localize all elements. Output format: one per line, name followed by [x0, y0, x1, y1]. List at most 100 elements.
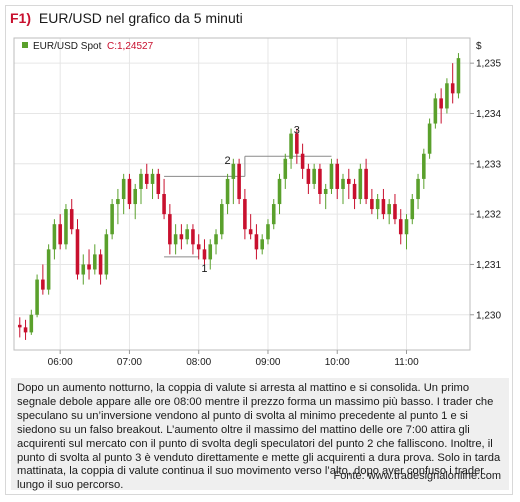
candle-body	[98, 254, 103, 275]
candle-body	[237, 163, 241, 200]
candle	[277, 173, 282, 215]
candle	[283, 153, 288, 189]
candle	[295, 128, 299, 164]
candle-body	[295, 133, 299, 154]
candle	[323, 183, 328, 210]
candle	[156, 168, 161, 200]
candle-body	[93, 254, 97, 270]
candle-body	[266, 224, 270, 240]
y-tick-label: 1,230	[476, 310, 501, 321]
candle	[81, 254, 86, 285]
point-label-1: 1	[201, 263, 207, 275]
source-credit: Fonte: www.tradesignalonline.com	[333, 470, 501, 483]
candle	[144, 163, 149, 189]
candle	[173, 224, 178, 255]
candle-body	[393, 204, 397, 220]
candle-body	[185, 229, 189, 240]
candle-body	[202, 249, 207, 260]
candle-body	[150, 173, 155, 184]
candle-body	[260, 239, 264, 250]
candle-body	[139, 173, 143, 189]
candle-body	[231, 163, 236, 179]
candle	[306, 163, 311, 194]
candle-body	[329, 163, 334, 189]
candle	[352, 178, 357, 210]
x-tick-label: 10:00	[325, 357, 350, 368]
candle-body	[277, 178, 282, 205]
candle-body	[87, 264, 91, 270]
candle-body	[173, 234, 178, 245]
candle	[208, 239, 213, 270]
candle	[225, 173, 230, 215]
x-tick-label: 09:00	[255, 357, 280, 368]
candle	[312, 163, 316, 189]
x-tick-label: 08:00	[186, 357, 211, 368]
candle-body	[341, 178, 345, 189]
candle	[410, 194, 415, 225]
legend-instrument: EUR/USD Spot	[33, 41, 102, 52]
candle-body	[17, 324, 22, 328]
candle-body	[387, 204, 391, 215]
candle	[335, 158, 340, 200]
candle-body	[168, 214, 172, 245]
point-label-2: 2	[225, 155, 231, 167]
candle-body	[254, 234, 259, 250]
candle	[23, 319, 28, 340]
candle	[427, 118, 432, 159]
plot-frame	[13, 37, 471, 351]
candle	[387, 199, 391, 225]
candle-body	[248, 229, 253, 235]
grid-lines	[14, 38, 470, 350]
candles	[17, 53, 461, 340]
candle-body	[23, 327, 28, 333]
y-tick-label: 1,233	[476, 159, 501, 170]
candle	[271, 199, 276, 230]
candle	[358, 163, 363, 205]
candle-body	[110, 204, 114, 235]
candle	[168, 204, 172, 255]
candle-body	[427, 123, 432, 154]
candle	[393, 194, 397, 225]
candle	[439, 88, 443, 124]
candle-body	[162, 194, 166, 215]
candle-body	[398, 219, 403, 235]
candle	[398, 209, 403, 245]
caption-box: Dopo un aumento notturno, la coppia di v…	[11, 378, 509, 491]
candle-body	[179, 234, 184, 240]
candle	[139, 168, 143, 205]
candle-body	[335, 163, 340, 189]
figure-title-text: EUR/USD nel grafico da 5 minuti	[38, 10, 243, 26]
legend-swatch	[22, 42, 28, 48]
candle	[121, 173, 126, 215]
candle-body	[352, 183, 357, 200]
candle	[220, 199, 224, 240]
candle	[416, 173, 420, 210]
candle	[300, 143, 305, 179]
candle-body	[456, 58, 461, 94]
candle-body	[69, 209, 74, 230]
candle	[381, 188, 386, 220]
candle-body	[439, 98, 443, 109]
candle-body	[133, 188, 138, 205]
candle	[260, 234, 264, 255]
candle	[231, 158, 236, 205]
candle	[64, 204, 68, 250]
candle	[456, 53, 461, 99]
candle-body	[381, 199, 386, 215]
candlestick-chart: EUR/USD Spot C:1,24527 $ 123 1,2301,2311…	[13, 37, 501, 368]
candle-body	[323, 188, 328, 194]
candle	[202, 239, 207, 265]
candle-body	[144, 173, 149, 184]
candle	[364, 158, 368, 205]
candle	[243, 188, 247, 240]
candle	[116, 188, 120, 225]
candle	[179, 224, 184, 250]
candle	[248, 214, 253, 240]
candle	[127, 173, 132, 210]
candle	[58, 214, 62, 250]
candle	[69, 199, 74, 235]
candle-body	[58, 224, 62, 245]
candle	[41, 264, 45, 295]
candle	[104, 229, 109, 280]
candle	[341, 173, 345, 205]
